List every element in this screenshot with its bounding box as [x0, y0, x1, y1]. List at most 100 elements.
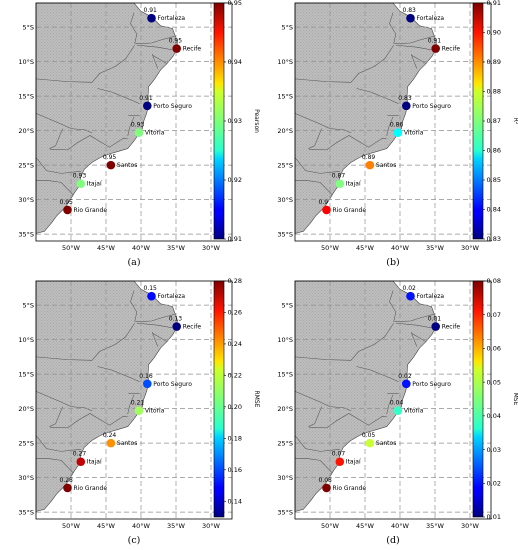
state-border — [49, 128, 63, 149]
station-marker — [76, 457, 86, 467]
colorbar — [213, 2, 225, 240]
colorbar — [213, 280, 225, 518]
station-marker — [172, 44, 181, 53]
colorbar-tick-label: 0.86 — [487, 147, 501, 155]
lat-tick-label: 15°S — [18, 92, 34, 100]
colorbar-tick-label: 0.93 — [228, 117, 242, 125]
state-border — [152, 333, 168, 342]
lat-tick-label: 35°S — [277, 508, 293, 516]
state-border — [294, 44, 394, 83]
station-marker — [76, 179, 86, 189]
state-border — [35, 44, 135, 83]
colorbar — [472, 2, 484, 240]
station-name-label: Itajaí — [87, 459, 102, 466]
lon-tick-label: 30°W — [461, 244, 480, 252]
station-value-label: 0.95 — [60, 199, 74, 206]
station-name-label: Fortaleza — [417, 293, 445, 300]
colorbar-tick-label: 0.28 — [228, 277, 242, 285]
station-name-label: Rio Grande — [74, 207, 108, 214]
colorbar-tick-label: 0.16 — [228, 466, 242, 474]
colorbar-tick-label: 0.07 — [487, 311, 501, 319]
state-border — [395, 44, 436, 51]
station-name-label: Recife — [183, 46, 202, 53]
lon-tick-label: 40°W — [391, 522, 410, 530]
station-marker — [134, 406, 144, 415]
lon-tick-label: 40°W — [132, 244, 151, 252]
state-border — [308, 406, 322, 427]
state-border — [294, 322, 394, 361]
station-value-label: 0.04 — [390, 400, 404, 407]
station-value-label: 0.91 — [144, 7, 158, 14]
state-border — [127, 116, 135, 137]
station-value-label: 0.24 — [103, 432, 117, 439]
station-name-label: Vitória — [145, 130, 165, 137]
station-name-label: Itajaí — [346, 181, 361, 188]
lat-tick-label: 5°S — [281, 23, 293, 31]
station-marker — [365, 438, 375, 448]
station-name-label: Recife — [183, 324, 202, 331]
station-name-label: Santos — [117, 162, 137, 169]
panel-b: 50°W 45°W 40°W 35°W 30°W 5°S 10°S 15°S 20°S 25°S 3… — [277, 0, 518, 268]
colorbar-tick-label: 0.03 — [487, 446, 501, 454]
colorbar-tick-label: 0.04 — [487, 412, 501, 420]
station-name-label: Vitória — [404, 408, 424, 415]
colorbar-tick-label: 0.89 — [487, 58, 501, 66]
lat-tick-label: 15°S — [18, 370, 34, 378]
map-frame — [35, 2, 233, 242]
station-name-label: Porto Seguro — [412, 103, 451, 110]
colorbar-title: Pearson — [253, 109, 260, 133]
station-marker — [406, 291, 415, 301]
map-frame — [35, 280, 233, 520]
colorbar-tick-label: 0.90 — [487, 29, 501, 37]
lat-tick-label: 25°S — [277, 161, 293, 169]
lat-tick-label: 10°S — [18, 336, 34, 344]
state-border — [356, 366, 399, 382]
station-name-label: Rio Grande — [74, 485, 108, 492]
station-marker — [147, 291, 156, 301]
state-border — [151, 331, 159, 347]
lat-tick-label: 15°S — [277, 370, 293, 378]
state-border — [395, 322, 436, 329]
lon-tick-label: 45°W — [356, 244, 375, 252]
station-marker — [402, 101, 411, 111]
state-border — [389, 12, 397, 44]
station-value-label: 0.83 — [398, 95, 412, 102]
state-border — [136, 322, 177, 329]
station-value-label: 0.07 — [332, 451, 346, 458]
station-marker — [393, 406, 403, 415]
lon-tick-label: 30°W — [461, 522, 480, 530]
station-name-label: Itajaí — [346, 459, 361, 466]
lat-tick-label: 25°S — [277, 439, 293, 447]
lat-tick-label: 15°S — [277, 92, 293, 100]
lon-tick-label: 35°W — [426, 522, 445, 530]
station-name-label: Santos — [376, 162, 396, 169]
station-name-label: Itajaí — [87, 181, 102, 188]
lon-tick-label: 45°W — [356, 522, 375, 530]
panel-caption: (b) — [386, 257, 400, 268]
state-border — [97, 88, 140, 104]
station-value-label: 0.83 — [403, 7, 417, 14]
station-value-label: 0.27 — [73, 451, 87, 458]
colorbar-tick-label: 0.91 — [228, 235, 242, 243]
station-name-label: Santos — [117, 440, 137, 447]
lat-tick-label: 20°S — [277, 405, 293, 413]
station-marker — [63, 483, 72, 493]
lon-tick-label: 45°W — [97, 244, 116, 252]
state-border — [127, 394, 135, 415]
colorbar-tick-label: 0.91 — [487, 0, 501, 7]
station-value-label: 0.05 — [362, 432, 376, 439]
station-value-label: 0.91 — [139, 95, 153, 102]
panel-c: 50°W 45°W 40°W 35°W 30°W 5°S 10°S 15°S 20°S 25°S 3… — [18, 277, 260, 546]
state-border — [36, 180, 74, 195]
station-marker — [143, 101, 152, 111]
state-border — [386, 116, 394, 137]
lon-tick-label: 35°W — [426, 244, 445, 252]
lat-tick-label: 5°S — [22, 301, 34, 309]
station-name-label: Vitória — [145, 408, 165, 415]
state-border — [308, 128, 322, 149]
lat-tick-label: 30°S — [18, 474, 34, 482]
station-marker — [63, 205, 72, 215]
colorbar-tick-label: 0.14 — [228, 497, 242, 505]
station-value-label: 0.28 — [60, 477, 74, 484]
lat-tick-label: 25°S — [18, 161, 34, 169]
